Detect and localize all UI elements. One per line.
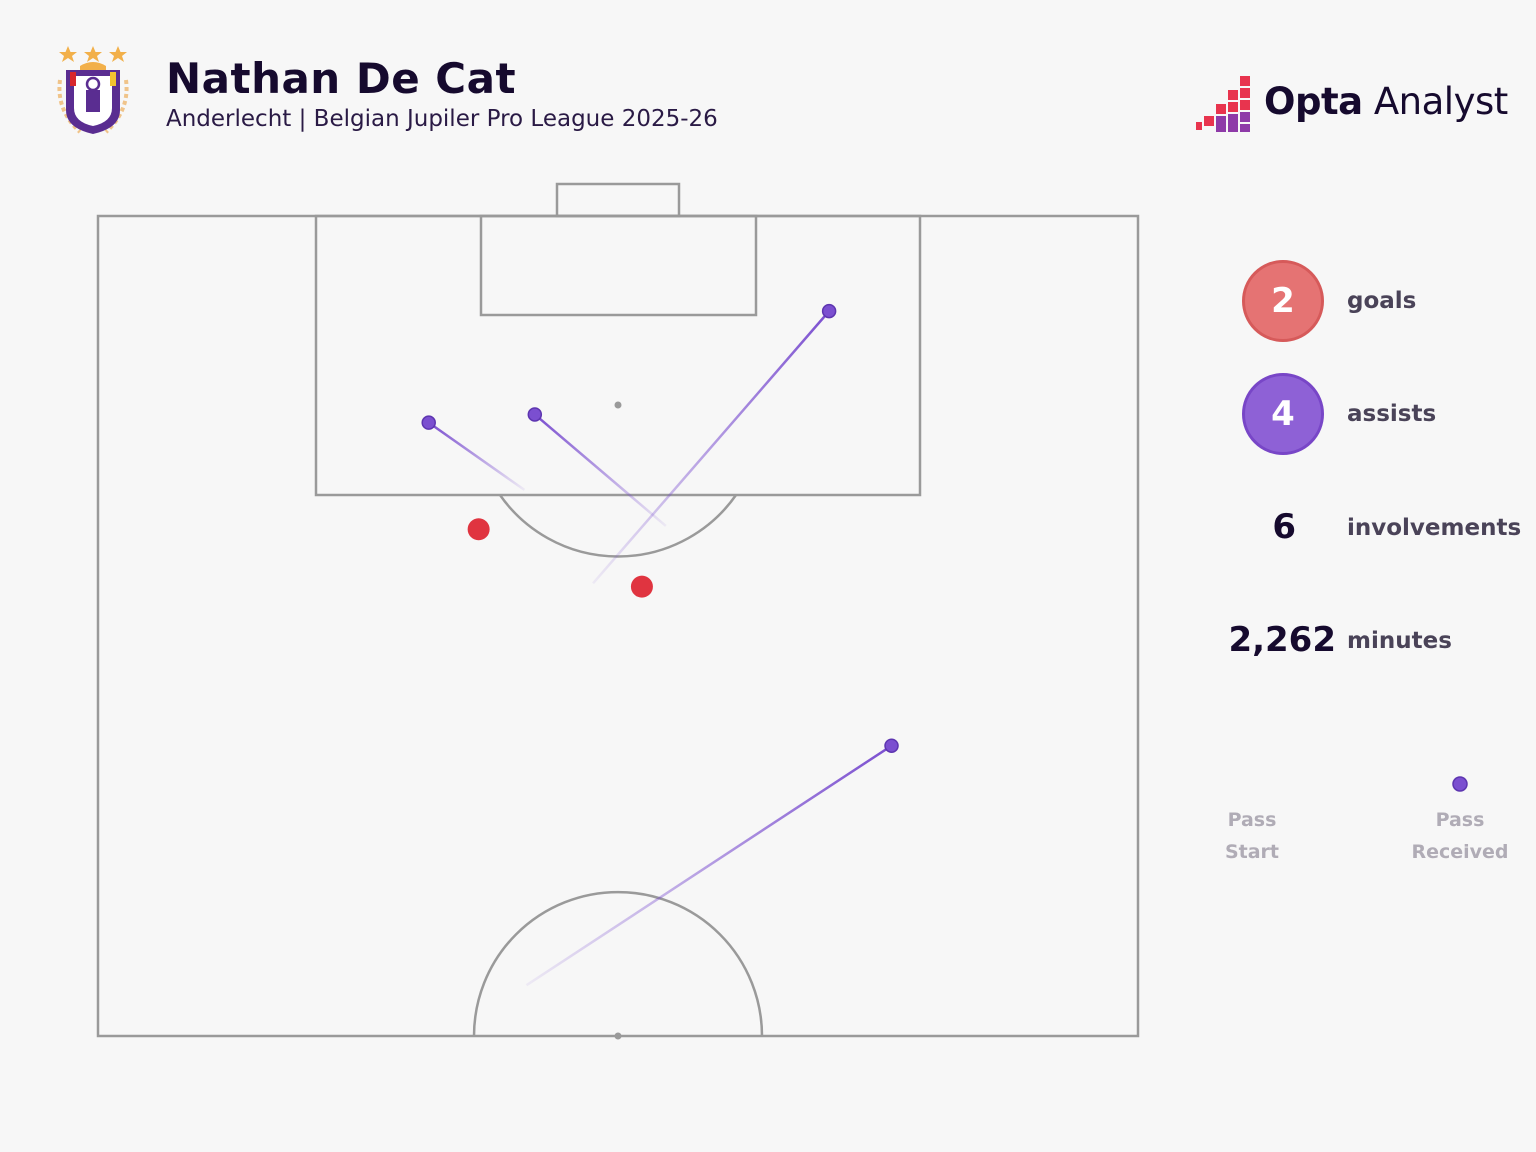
- minutes-value: 2,262: [1228, 620, 1336, 660]
- penalty-spot: [614, 401, 622, 409]
- assist-pass-received-dot-4: [884, 738, 899, 753]
- minutes-label: minutes: [1347, 628, 1452, 654]
- involvements-value: 6: [1272, 507, 1296, 547]
- legend-graphic: [1254, 776, 1468, 792]
- legend-pass-received-label: Pass Received: [1411, 809, 1509, 863]
- brand-strong: Opta: [1264, 80, 1363, 123]
- assist-pass-received-dot-3: [821, 303, 837, 319]
- assist-pass-line-3: [592, 310, 831, 585]
- assist-pass-received-dot-2: [527, 407, 543, 422]
- stat-minutes: 2,262 minutes: [1200, 598, 1536, 688]
- center-circle: [472, 890, 764, 1037]
- page-title: Nathan De Cat: [166, 54, 517, 103]
- stat-involvements: 6 involvements: [1200, 485, 1536, 575]
- brand-logo: Opta Analyst: [1196, 74, 1516, 136]
- pitch-outline: [96, 214, 1140, 1038]
- goals-layer: [467, 518, 653, 598]
- penalty-arc: [498, 494, 738, 558]
- brand-light: Analyst: [1362, 80, 1508, 123]
- goal-marker-1: [467, 518, 490, 541]
- header: Nathan De Cat Anderlecht | Belgian Jupil…: [0, 0, 1536, 160]
- stats-panel: 2 goals 4 assists 6 involvements 2,262 m…: [1200, 250, 1536, 690]
- stat-assists: 4 assists: [1200, 371, 1536, 461]
- club-crest-icon: [57, 46, 129, 134]
- assist-pass-line-1: [428, 421, 526, 491]
- legend-pass-end-dot: [1452, 776, 1468, 792]
- six-yard-box: [479, 214, 758, 317]
- passes-layer: [421, 303, 899, 987]
- opta-bars-icon: [1196, 76, 1250, 132]
- brand-name: Opta Analyst: [1264, 80, 1508, 123]
- page-subtitle: Anderlecht | Belgian Jupiler Pro League …: [166, 106, 718, 132]
- center-spot: [614, 1032, 622, 1040]
- stat-goals: 2 goals: [1200, 258, 1536, 348]
- involvements-label: involvements: [1347, 515, 1522, 541]
- pitch-chart: [96, 182, 1140, 1040]
- assist-pass-line-2: [533, 413, 667, 527]
- goals-label: goals: [1347, 288, 1417, 314]
- goal-marker-2: [630, 575, 653, 598]
- legend-pass-start-label: Pass Start: [1224, 809, 1280, 863]
- assists-label: assists: [1347, 401, 1437, 427]
- assist-pass-line-4: [525, 744, 893, 987]
- assist-pass-received-dot-1: [421, 415, 436, 430]
- goal: [555, 182, 681, 218]
- legend: Pass Start Pass Received: [1200, 760, 1536, 880]
- goals-badge: 2: [1242, 260, 1324, 342]
- penalty-box: [314, 214, 922, 497]
- pitch-lines: [96, 182, 1140, 1038]
- assists-badge: 4: [1242, 373, 1324, 455]
